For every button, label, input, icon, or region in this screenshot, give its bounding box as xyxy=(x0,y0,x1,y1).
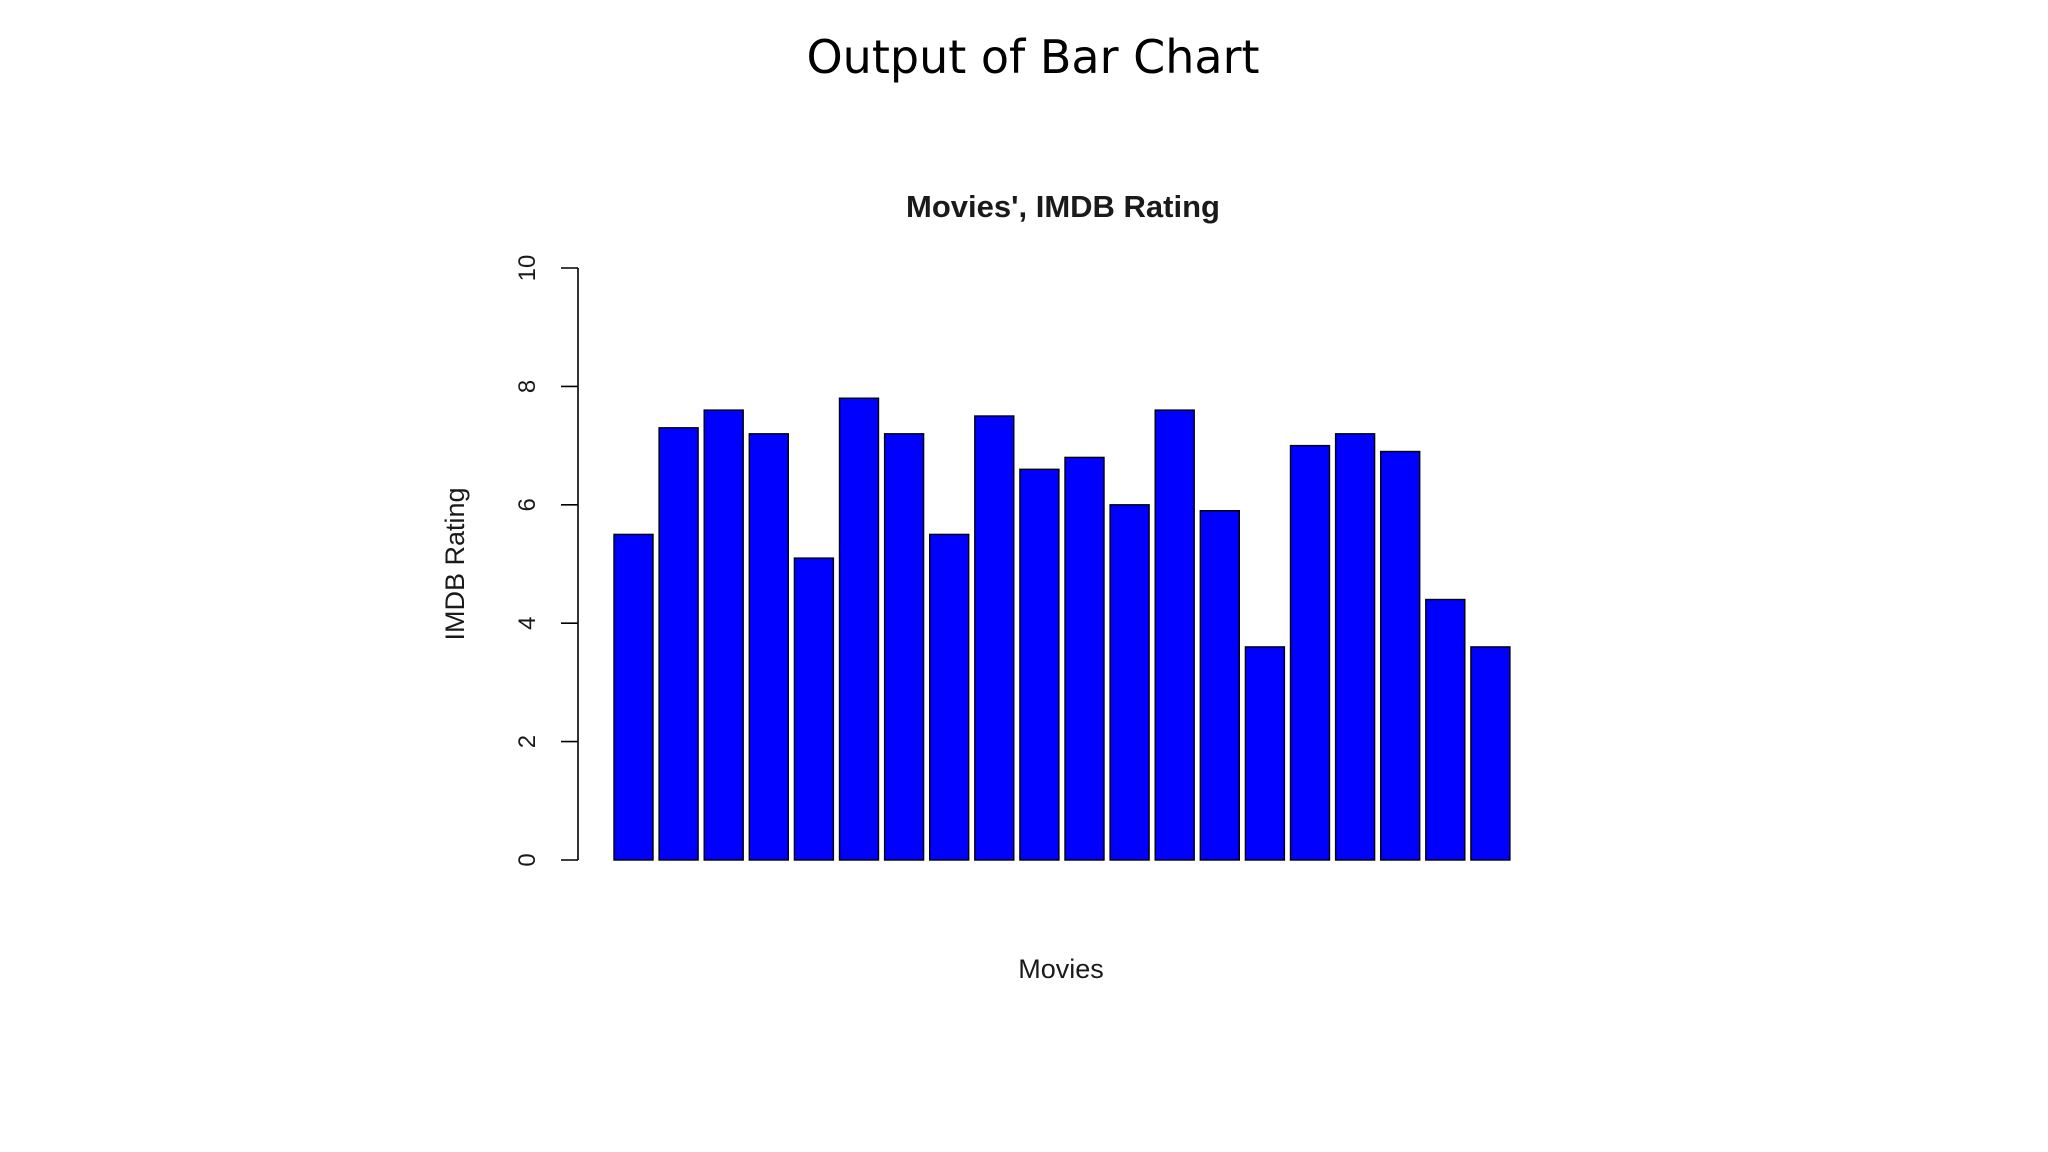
bar xyxy=(613,533,654,861)
y-tick-label: 0 xyxy=(514,853,541,866)
bar xyxy=(703,409,744,861)
y-axis: 0 2 4 6 8 10 xyxy=(514,255,579,867)
bar xyxy=(1154,409,1195,861)
y-tick-label: 6 xyxy=(514,498,541,511)
bar xyxy=(1064,456,1105,861)
bar xyxy=(974,415,1015,861)
y-axis-label: IMDB Rating xyxy=(440,487,470,640)
chart-title: Movies', IMDB Rating xyxy=(906,189,1220,224)
bar xyxy=(883,433,925,861)
x-axis-label: Movies xyxy=(1018,954,1104,984)
bar xyxy=(1019,468,1060,861)
y-tick-label: 4 xyxy=(514,617,541,630)
bar xyxy=(793,557,835,861)
bar xyxy=(658,427,699,861)
bar xyxy=(1379,450,1421,861)
bar xyxy=(1470,646,1511,861)
bar xyxy=(748,433,789,861)
slide-title: Output of Bar Chart xyxy=(806,30,1260,84)
y-tick-label: 2 xyxy=(514,735,541,748)
bar xyxy=(1334,433,1376,861)
bar xyxy=(1199,510,1241,861)
y-tick-label: 8 xyxy=(514,380,541,393)
bar xyxy=(1289,444,1331,861)
bars-group xyxy=(613,397,1511,861)
bar xyxy=(1244,646,1286,861)
bar xyxy=(1109,504,1150,861)
bar xyxy=(838,397,880,861)
y-tick-label: 10 xyxy=(514,255,541,282)
bar xyxy=(1425,598,1466,861)
bar xyxy=(929,533,970,861)
